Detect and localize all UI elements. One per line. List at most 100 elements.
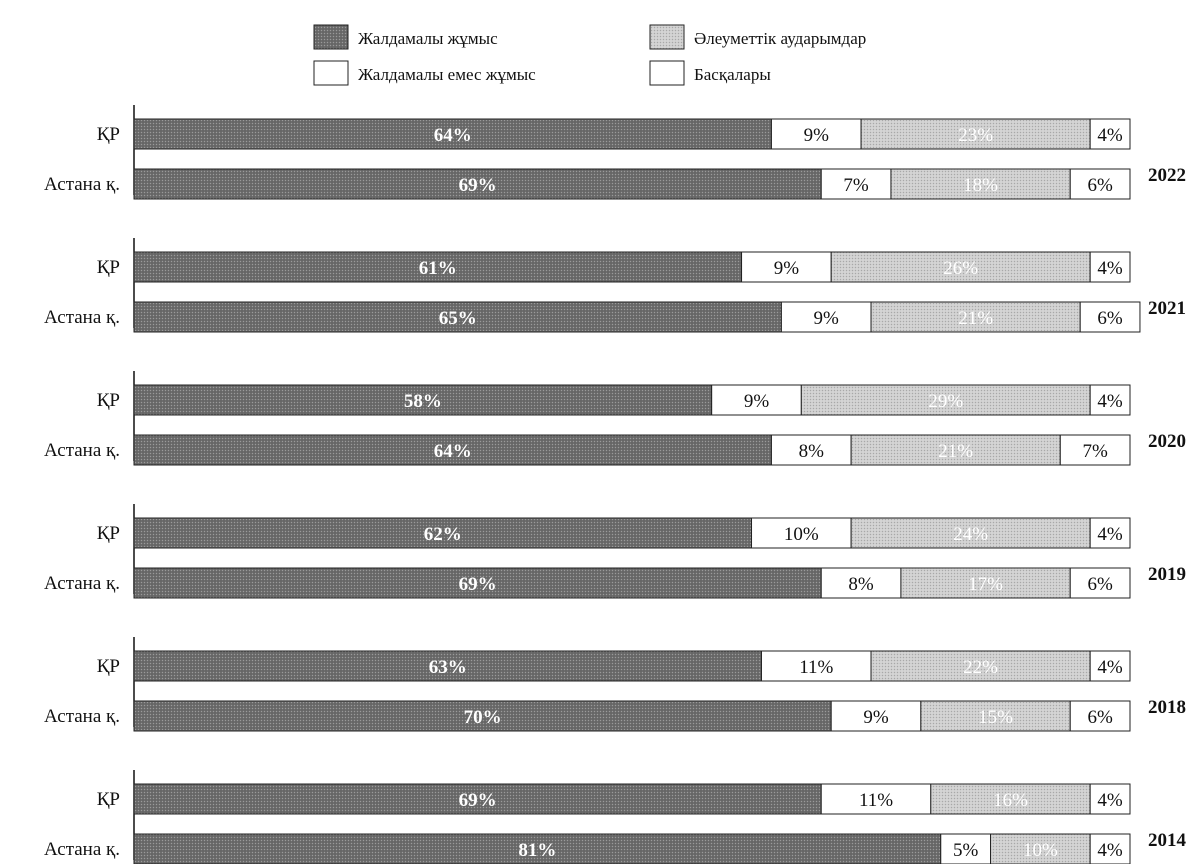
- bar-segment-hired_work: [133, 517, 753, 549]
- legend-swatch-hired_work: [313, 24, 349, 50]
- bar-segment-others: [1089, 517, 1131, 549]
- bar-segment-others: [1079, 301, 1141, 333]
- bar-segment-social_transfers: [850, 434, 1061, 466]
- bar-segment-others: [1059, 434, 1131, 466]
- bar-row: ҚР 63% 11% 22% 4%: [97, 650, 1131, 682]
- data-label-others: 7%: [1082, 441, 1108, 462]
- category-label: Астана қ.: [44, 174, 120, 195]
- category-label: Астана қ.: [44, 307, 120, 328]
- year-group-2021: ҚР 61% 9% 26% 4% Астана қ. 65% 9% 21% 6% 2021: [44, 238, 1186, 333]
- bar-segment-hired_work: [133, 301, 782, 333]
- bar-segment-social_transfers: [800, 384, 1091, 416]
- legend-swatch-non_hired_work: [313, 60, 349, 86]
- legend-label-hired_work: Жалдамалы жұмыс: [358, 29, 498, 48]
- year-group-2014: ҚР 69% 11% 16% 4% Астана қ. 81% 5% 10% 4% 2014: [44, 770, 1187, 864]
- year-label: 2020: [1148, 431, 1186, 452]
- data-label-others: 4%: [1097, 657, 1123, 678]
- data-label-others: 4%: [1097, 258, 1123, 279]
- data-label-social_transfers: 10%: [1023, 840, 1058, 861]
- data-label-hired_work: 81%: [518, 840, 556, 861]
- bar-row: Астана қ. 65% 9% 21% 6%: [44, 301, 1141, 333]
- data-label-non_hired_work: 7%: [843, 175, 869, 196]
- bar-segment-others: [1069, 168, 1131, 200]
- bar-segment-hired_work: [133, 434, 772, 466]
- data-label-hired_work: 58%: [404, 391, 442, 412]
- data-label-non_hired_work: 9%: [863, 707, 889, 728]
- data-label-hired_work: 69%: [459, 790, 497, 811]
- data-label-others: 4%: [1097, 391, 1123, 412]
- bar-row: Астана қ. 69% 7% 18% 6%: [44, 168, 1131, 200]
- data-label-others: 4%: [1097, 790, 1123, 811]
- data-label-social_transfers: 23%: [958, 125, 993, 146]
- bar-segment-hired_work: [133, 384, 713, 416]
- year-label: 2018: [1148, 697, 1186, 718]
- category-label: ҚР: [97, 656, 120, 677]
- data-label-social_transfers: 24%: [953, 524, 988, 545]
- data-label-others: 4%: [1097, 125, 1123, 146]
- legend-label-social_transfers: Әлеуметтік аударымдар: [694, 29, 866, 48]
- chart-legend: Жалдамалы жұмыс Әлеуметтік аударымдар Жалд…: [313, 24, 866, 86]
- bar-row: Астана қ. 70% 9% 15% 6%: [44, 700, 1131, 732]
- bar-segment-social_transfers: [990, 833, 1091, 864]
- bar-segment-others: [1069, 567, 1131, 599]
- category-label: ҚР: [97, 257, 120, 278]
- bar-row: ҚР 62% 10% 24% 4%: [97, 517, 1131, 549]
- legend-label-others: Басқалары: [694, 65, 771, 84]
- bar-segment-social_transfers: [870, 650, 1091, 682]
- data-label-hired_work: 64%: [434, 125, 472, 146]
- bar-row: ҚР 58% 9% 29% 4%: [97, 384, 1131, 416]
- bar-row: Астана қ. 69% 8% 17% 6%: [44, 567, 1131, 599]
- category-label: Астана қ.: [44, 573, 120, 594]
- bar-segment-social_transfers: [870, 301, 1081, 333]
- year-label: 2014: [1148, 830, 1187, 851]
- data-label-social_transfers: 15%: [978, 707, 1013, 728]
- bar-segment-non_hired_work: [760, 650, 872, 682]
- legend-swatch-social_transfers: [649, 24, 685, 50]
- data-label-non_hired_work: 5%: [953, 840, 979, 861]
- bar-row: ҚР 64% 9% 23% 4%: [97, 118, 1131, 150]
- data-label-hired_work: 69%: [459, 574, 497, 595]
- data-label-non_hired_work: 8%: [799, 441, 825, 462]
- data-label-hired_work: 63%: [429, 657, 467, 678]
- category-label: ҚР: [97, 124, 120, 145]
- bar-segment-non_hired_work: [820, 783, 932, 815]
- bar-segment-non_hired_work: [711, 384, 802, 416]
- bar-row: Астана қ. 81% 5% 10% 4%: [44, 833, 1131, 864]
- data-label-hired_work: 70%: [464, 707, 502, 728]
- data-label-others: 4%: [1097, 840, 1123, 861]
- category-label: ҚР: [97, 789, 120, 810]
- bar-segment-non_hired_work: [940, 833, 992, 864]
- bar-segment-social_transfers: [930, 783, 1091, 815]
- year-group-2019: ҚР 62% 10% 24% 4% Астана қ. 69% 8% 17% 6% 2019: [44, 504, 1186, 599]
- data-label-hired_work: 61%: [419, 258, 457, 279]
- year-label: 2022: [1148, 165, 1186, 186]
- data-label-social_transfers: 21%: [958, 308, 993, 329]
- data-label-hired_work: 62%: [424, 524, 462, 545]
- data-label-social_transfers: 26%: [943, 258, 978, 279]
- category-label: ҚР: [97, 390, 120, 411]
- data-label-others: 6%: [1087, 175, 1113, 196]
- chart-bars: ҚР 64% 9% 23% 4% Астана қ. 69% 7% 18% 6% 2022 ҚР 61%…: [44, 105, 1187, 864]
- bar-segment-social_transfers: [850, 517, 1091, 549]
- year-label: 2021: [1148, 298, 1186, 319]
- year-label: 2019: [1148, 564, 1186, 585]
- data-label-social_transfers: 18%: [963, 175, 998, 196]
- bar-segment-social_transfers: [860, 118, 1091, 150]
- category-label: Астана қ.: [44, 839, 120, 860]
- bar-row: ҚР 61% 9% 26% 4%: [97, 251, 1131, 283]
- data-label-others: 4%: [1097, 524, 1123, 545]
- data-label-hired_work: 64%: [434, 441, 472, 462]
- data-label-non_hired_work: 11%: [859, 790, 893, 811]
- bar-segment-non_hired_work: [780, 301, 872, 333]
- legend-label-non_hired_work: Жалдамалы емес жұмыс: [358, 65, 536, 84]
- bar-segment-non_hired_work: [770, 118, 862, 150]
- year-group-2022: ҚР 64% 9% 23% 4% Астана қ. 69% 7% 18% 6% 2022: [44, 105, 1186, 200]
- bar-segment-non_hired_work: [820, 168, 892, 200]
- bar-segment-others: [1089, 384, 1131, 416]
- year-group-2020: ҚР 58% 9% 29% 4% Астана қ. 64% 8% 21% 7% 2020: [44, 371, 1186, 466]
- data-label-social_transfers: 16%: [993, 790, 1028, 811]
- data-label-social_transfers: 22%: [963, 657, 998, 678]
- bar-segment-social_transfers: [900, 567, 1071, 599]
- data-label-others: 6%: [1097, 308, 1123, 329]
